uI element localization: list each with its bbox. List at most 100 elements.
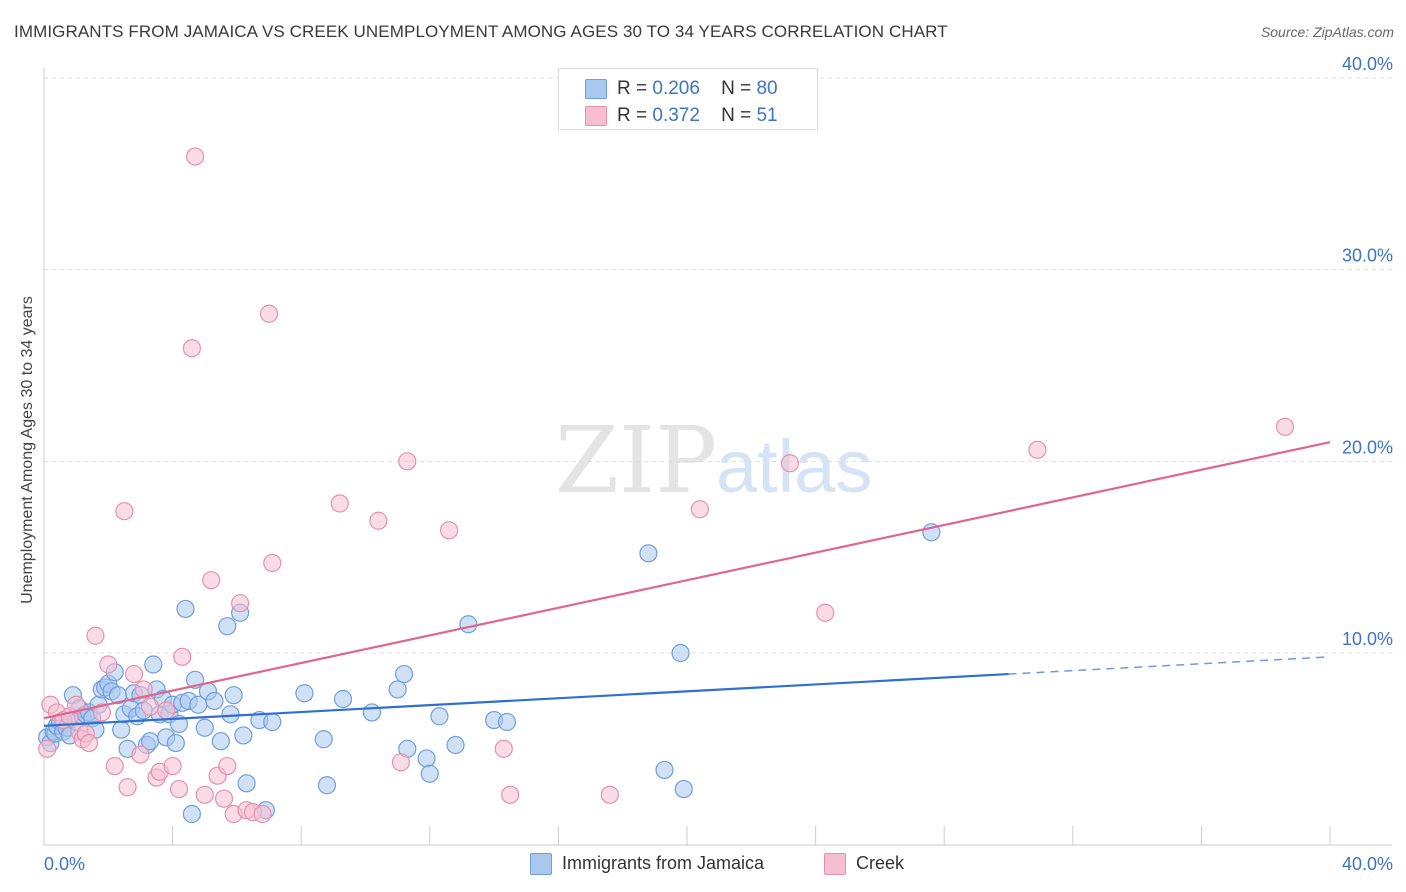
creek-point [330, 494, 349, 513]
y-axis-label-wrap: Unemployment Among Ages 30 to 34 years [8, 160, 48, 740]
creek-point [173, 647, 192, 666]
creek-point [86, 626, 105, 645]
legend-label-jamaica: Immigrants from Jamaica [562, 853, 765, 873]
jamaica-point [144, 655, 163, 674]
jamaica-point [314, 730, 333, 749]
jamaica-point [655, 760, 674, 780]
n-label: N = [721, 78, 752, 99]
creek-point [99, 655, 118, 674]
jamaica-point [362, 703, 382, 722]
creek-point [118, 778, 137, 797]
creek-point [202, 571, 221, 590]
creek-point [195, 785, 214, 804]
creek-point [140, 697, 160, 716]
n-value-jamaica: 80 [756, 78, 778, 99]
trendline-jamaica-extension [1008, 656, 1331, 675]
jamaica-point [420, 764, 439, 783]
r-label: R = [617, 78, 648, 99]
creek-point [131, 745, 150, 764]
creek-point [494, 739, 513, 758]
jamaica-point [295, 684, 314, 703]
creek-point [391, 753, 410, 772]
creek-point [186, 147, 205, 166]
creek-point [231, 594, 250, 613]
trendline-jamaica [43, 672, 1009, 727]
x-tick-label-max: 40.0% [1342, 854, 1393, 874]
creek-point [214, 789, 234, 808]
legend-label-creek: Creek [856, 853, 905, 873]
creek-point [1028, 440, 1047, 459]
creek-point [501, 785, 520, 804]
stats-legend: R = 0.206 N = 80 R = 0.372 N = 51 [558, 68, 818, 130]
jamaica-point [218, 617, 237, 636]
creek-point [253, 804, 272, 824]
jamaica-point [211, 732, 230, 751]
jamaica-point [430, 707, 449, 726]
creek-point [690, 500, 709, 519]
jamaica-point [166, 733, 185, 753]
jamaica-point [446, 735, 465, 755]
creek-point [780, 454, 799, 473]
r-label: R = [617, 105, 648, 126]
creek-point [218, 756, 237, 776]
watermark-zip: ZIP [555, 407, 717, 514]
creek-swatch [585, 106, 607, 126]
creek-point [263, 553, 282, 573]
creek-point [115, 502, 134, 521]
jamaica-point [112, 720, 131, 739]
jamaica-point [221, 705, 240, 724]
jamaica-point [234, 726, 253, 745]
creek-point [38, 739, 57, 758]
r-value-creek: 0.372 [652, 105, 700, 126]
creek-point [169, 779, 189, 799]
creek-point [67, 695, 86, 714]
jamaica-point [388, 680, 407, 699]
chart-title: IMMIGRANTS FROM JAMAICA VS CREEK UNEMPLO… [14, 22, 948, 41]
creek-point [134, 680, 153, 699]
y-tick-label: 30.0% [1342, 246, 1393, 266]
trendline-creek [43, 441, 1331, 720]
jamaica-point [639, 544, 658, 563]
creek-point [398, 452, 417, 471]
y-axis-label: Unemployment Among Ages 30 to 34 years [19, 296, 36, 604]
creek-point [182, 339, 201, 358]
jamaica-legend-swatch [530, 853, 552, 875]
n-label: N = [721, 105, 752, 126]
jamaica-point [417, 749, 436, 768]
creek-point [259, 304, 279, 323]
jamaica-point [263, 712, 282, 732]
jamaica-point [224, 686, 243, 705]
y-tick-label: 40.0% [1342, 54, 1393, 74]
creek-point [92, 703, 111, 722]
n-value-creek: 51 [756, 105, 778, 126]
jamaica-point [497, 712, 517, 732]
r-value-jamaica: 0.206 [652, 78, 700, 99]
creek-point [105, 756, 124, 776]
creek-point [157, 701, 176, 720]
x-tick-label-min: 0.0% [44, 854, 85, 874]
source-label: Source: ZipAtlas.com [1260, 24, 1394, 40]
jamaica-point [317, 776, 337, 795]
jamaica-point [333, 689, 353, 709]
jamaica-point [182, 804, 201, 824]
creek-point [369, 511, 388, 530]
creek-point [1275, 417, 1295, 436]
jamaica-point [176, 599, 195, 619]
creek-point [600, 785, 619, 804]
jamaica-point [459, 615, 478, 634]
jamaica-point [195, 718, 214, 737]
jamaica-point [674, 779, 693, 799]
jamaica-point [237, 774, 256, 793]
jamaica-point [394, 664, 414, 684]
creek-legend-swatch [824, 853, 846, 875]
creek-point [816, 603, 835, 622]
y-tick-label: 20.0% [1342, 437, 1393, 457]
creek-point [79, 733, 99, 753]
jamaica-point [671, 643, 690, 663]
creek-point [163, 756, 182, 776]
jamaica-swatch [585, 79, 607, 99]
y-tick-label: 10.0% [1342, 629, 1393, 649]
jamaica-point [205, 691, 224, 711]
creek-point [124, 664, 144, 684]
